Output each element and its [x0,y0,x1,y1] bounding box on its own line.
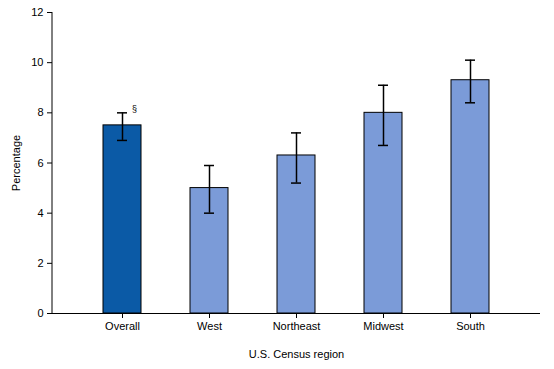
svg-text:Midwest: Midwest [363,320,403,332]
svg-text:South: South [456,320,485,332]
svg-text:6: 6 [37,157,43,169]
svg-text:0: 0 [37,307,43,319]
svg-text:4: 4 [37,207,43,219]
svg-text:Northeast: Northeast [273,320,321,332]
svg-text:§: § [132,104,137,114]
svg-text:Percentage: Percentage [10,135,22,191]
svg-text:8: 8 [37,106,43,118]
svg-text:10: 10 [31,56,43,68]
svg-text:2: 2 [37,257,43,269]
svg-text:Overall: Overall [105,320,140,332]
svg-text:U.S. Census region: U.S. Census region [249,348,344,360]
svg-text:West: West [197,320,222,332]
svg-text:12: 12 [31,6,43,18]
